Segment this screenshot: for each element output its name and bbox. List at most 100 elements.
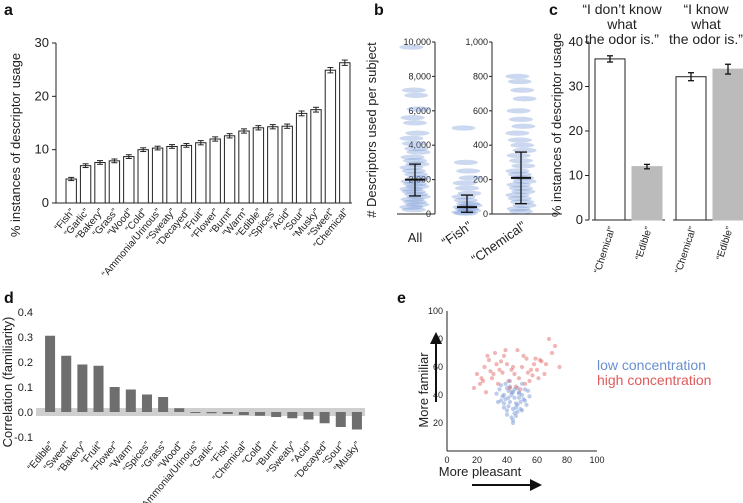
panel-b-data-point	[511, 123, 536, 129]
panel-d: d Correlation (familiarity) -0.1 0.0 0.1 0.…	[0, 290, 365, 503]
panel-b-data-point	[403, 120, 427, 126]
panel-c-category-label: “Edible”	[634, 226, 655, 262]
panel-b-data-point	[505, 130, 530, 136]
panel-b-data-point	[505, 168, 530, 174]
panel-a-bar	[238, 130, 250, 204]
panel-e-data-point	[504, 385, 510, 391]
panel-e-data-point	[510, 420, 516, 426]
panel-a-y-tick-label: 30	[35, 35, 49, 50]
panel-e-data-point	[537, 357, 543, 363]
panel-e-x-tick-label: 40	[502, 455, 512, 465]
panel-e-data-point	[521, 397, 526, 402]
panel-d-bar	[271, 412, 282, 417]
panel-b-data-point	[399, 164, 424, 171]
panel-b-letter: b	[374, 2, 384, 19]
panel-d-y-tick-label: 0.3	[18, 332, 33, 344]
panel-c-y-tick-label: 40	[569, 34, 583, 49]
panel-e-data-point	[504, 412, 510, 417]
panel-d-bar	[61, 355, 72, 412]
panel-b-data-point	[401, 140, 426, 147]
panel-b-y-tick-label: 10,000	[403, 37, 431, 47]
panel-e-data-point	[527, 394, 532, 399]
panel-e-data-point	[471, 385, 477, 391]
panel-d-bar	[287, 412, 298, 419]
panel-e-data-point	[510, 390, 516, 395]
panel-a-y-tick-label: 20	[35, 88, 49, 103]
panel-e-data-point	[486, 357, 492, 363]
panel-b-data-point	[453, 210, 478, 216]
panel-b-data-point	[451, 125, 476, 131]
panel-c-group-title: what	[606, 16, 637, 32]
panel-e-y-tick-label: 20	[433, 418, 443, 428]
panel-d-y-tick-label: 0.2	[18, 357, 33, 369]
panel-b-data-point	[455, 185, 479, 191]
panel-e-legend-label: high concentration	[597, 372, 711, 388]
panel-d-bar	[93, 365, 104, 412]
panel-e-data-point	[506, 388, 511, 393]
panel-a-bar	[324, 69, 337, 204]
panel-b-data-point	[406, 106, 431, 112]
panel-e-data-point	[513, 384, 519, 389]
panel-b-data-point	[403, 199, 427, 205]
panel-e-data-point	[542, 371, 547, 377]
panel-c-y-tick-label: 20	[569, 123, 583, 138]
panel-d-bar	[141, 394, 152, 412]
panel-e-data-point	[512, 371, 517, 377]
panel-e-x-tick-label: 60	[532, 455, 542, 465]
panel-e-data-point	[515, 348, 520, 353]
panel-b-data-point	[453, 159, 478, 165]
panel-e-data-point	[519, 364, 525, 370]
panel-b-data-point	[511, 189, 536, 195]
panel-e-data-point	[512, 395, 517, 400]
panel-b-data-point	[510, 87, 535, 93]
panel-e-data-point	[518, 406, 523, 412]
panel-e-data-point	[527, 378, 532, 384]
panel-b-data-point	[507, 171, 532, 178]
panel-e-x-axis-label: More pleasant	[439, 464, 522, 479]
panel-e-data-point	[557, 364, 562, 370]
panel-e-data-point	[518, 387, 523, 392]
panel-e-y-tick-label: 100	[428, 306, 443, 316]
panel-e-data-point	[522, 381, 528, 386]
panel-c-bar	[712, 68, 743, 221]
panel-e-data-point	[485, 353, 490, 358]
panel-b-data-point	[506, 182, 531, 188]
panel-a-bar	[295, 112, 308, 204]
panel-a-bar	[166, 145, 178, 204]
panel-e-data-point	[536, 376, 541, 381]
panel-e-data-point	[525, 370, 531, 375]
panel-c-bar	[675, 76, 707, 221]
panel-b-data-point	[404, 171, 429, 178]
panel-e-data-point	[530, 373, 535, 378]
panel-b-data-point	[403, 158, 427, 164]
panel-b-y-tick-label: 1,000	[465, 37, 488, 47]
panel-b-category-label: “Fish”	[439, 218, 475, 249]
panel-b-data-point	[401, 207, 426, 213]
panel-e-data-point	[519, 392, 525, 398]
panel-e-data-point	[503, 348, 508, 353]
panel-e-data-point	[498, 359, 504, 364]
panel-b-y-tick-label: 800	[473, 71, 488, 81]
panel-b-data-point	[507, 195, 532, 202]
panel-b: b # Descriptors used per subject 02,0004…	[364, 2, 562, 267]
panel-e-y-axis-label: More familiar	[416, 352, 431, 428]
panel-e-data-point	[480, 378, 486, 384]
panel-e-data-point	[522, 398, 528, 403]
panel-e-data-point	[516, 395, 522, 400]
panel-d-y-tick-label: -0.1	[14, 432, 33, 444]
panel-b-data-point	[509, 208, 533, 215]
panel-d-bar	[238, 412, 249, 415]
panel-b-data-point	[401, 87, 426, 93]
panel-a-bar	[223, 135, 236, 204]
panel-e-data-point	[509, 415, 514, 420]
panel-b-y-tick-label: 600	[473, 106, 488, 116]
panel-a-bar	[267, 126, 279, 204]
panel-b-data-point	[453, 197, 478, 203]
panel-e-data-point	[506, 395, 511, 400]
panel-e-data-point	[503, 397, 508, 402]
panel-a-bar	[79, 165, 92, 204]
panel-e-data-point	[501, 392, 507, 398]
panel-d-bar	[109, 387, 120, 412]
